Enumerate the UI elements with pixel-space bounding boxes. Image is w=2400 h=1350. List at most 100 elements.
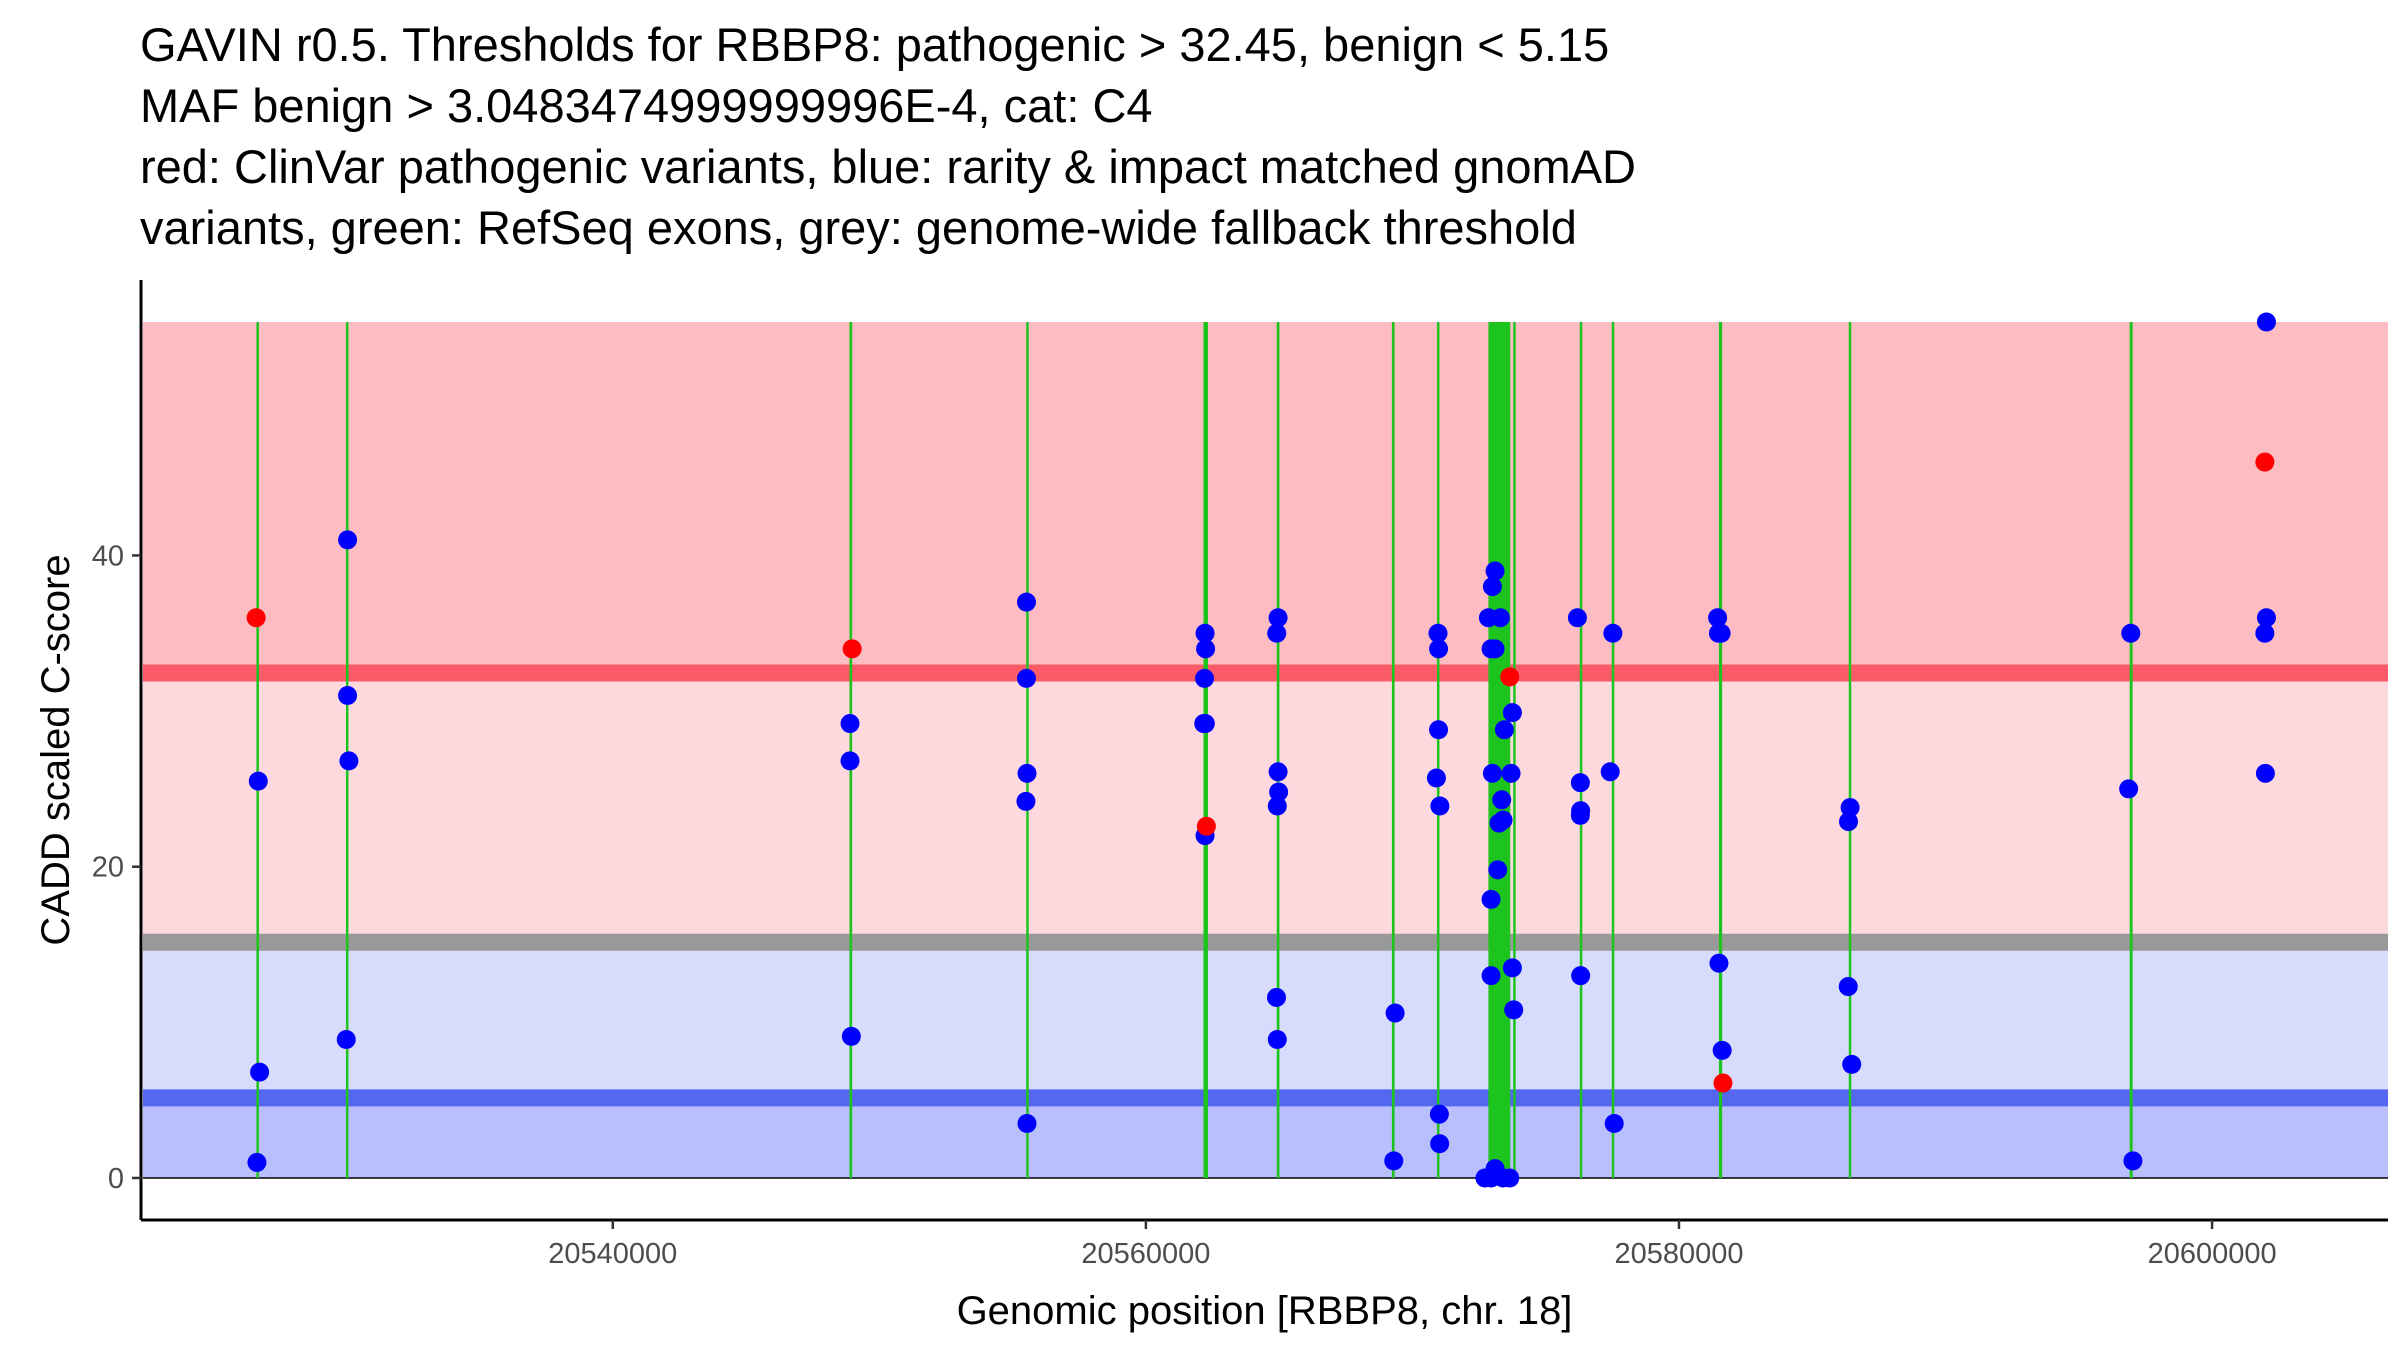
gnomad-point	[1502, 703, 1522, 723]
gnomad-point	[1494, 720, 1514, 740]
gnomad-point	[1502, 958, 1522, 978]
gnomad-point	[1485, 639, 1505, 659]
gnomad-point	[1488, 860, 1508, 880]
intermediate-band	[143, 672, 2388, 943]
title-line: MAF benign > 3.0483474999999996E-4, cat:…	[140, 79, 1153, 132]
exon-span	[849, 322, 853, 1178]
gnomad-point	[1017, 763, 1037, 783]
chart-title: GAVIN r0.5. Thresholds for RBBP8: pathog…	[140, 14, 2380, 258]
gnomad-point	[1711, 623, 1731, 643]
x-tick-label: 20540000	[548, 1238, 677, 1270]
gnomad-point	[1504, 1000, 1524, 1020]
exon-span	[256, 322, 259, 1178]
y-tick-label: 0	[108, 1163, 124, 1195]
gnomad-point	[1485, 561, 1505, 581]
exon-span	[2129, 322, 2133, 1178]
gnomad-point	[1384, 1151, 1404, 1171]
gnomad-point	[1268, 608, 1288, 628]
exon-span	[1436, 322, 1440, 1178]
gnomad-point	[1603, 623, 1623, 643]
axes: 0 20 40 20540000 20560000 20580000 20600000	[92, 280, 2388, 1270]
exon-span	[1203, 322, 1208, 1178]
gnomad-point	[336, 1029, 356, 1049]
clinvar-point	[1713, 1073, 1733, 1093]
exon-span	[1513, 322, 1516, 1178]
pathogenic-band	[143, 322, 2388, 673]
gnomad-point	[339, 751, 359, 771]
gnomad-point	[1482, 577, 1502, 597]
gnomad-point	[1269, 782, 1289, 802]
gnomad-point	[1385, 1003, 1405, 1023]
exon-span	[1391, 322, 1395, 1178]
gnomad-point	[1430, 796, 1450, 816]
gnomad-point	[1482, 763, 1502, 783]
exon-span	[1579, 322, 1583, 1178]
exon-span	[1611, 322, 1615, 1178]
gnomad-point	[338, 686, 358, 706]
y-tick-label: 20	[92, 852, 124, 884]
x-tick-label: 20580000	[1614, 1238, 1743, 1270]
gnomad-point	[250, 1062, 270, 1082]
gnomad-point	[1016, 592, 1036, 612]
gnomad-point	[840, 751, 860, 771]
gnomad-point	[2123, 1151, 2143, 1171]
x-tick-label: 20560000	[1081, 1238, 1210, 1270]
gnomad-point	[1838, 977, 1858, 997]
title-line: variants, green: RefSeq exons, grey: gen…	[140, 201, 1577, 254]
gnomad-point	[1430, 1134, 1450, 1154]
gnomad-point	[247, 1152, 267, 1172]
gnomad-point	[1570, 805, 1590, 825]
gnomad-point	[1267, 796, 1287, 816]
gnomad-point	[1604, 1114, 1624, 1134]
gnomad-point	[841, 1026, 861, 1046]
gnomad-point	[1267, 623, 1287, 643]
gnomad-point	[840, 714, 860, 734]
gnomad-point	[1429, 1104, 1449, 1124]
clinvar-point	[246, 608, 266, 628]
data-points	[246, 312, 2276, 1188]
gnomad-point	[1195, 623, 1215, 643]
gnomad-point	[1194, 714, 1214, 734]
y-tick-label: 40	[92, 540, 124, 572]
exon-span	[1718, 322, 1723, 1178]
gnomad-point	[1429, 720, 1449, 740]
gnomad-point	[1481, 889, 1501, 909]
clinvar-point	[1196, 816, 1216, 836]
gnomad-point	[1709, 953, 1729, 973]
title-line: GAVIN r0.5. Thresholds for RBBP8: pathog…	[140, 18, 1610, 71]
threshold-bands	[143, 322, 2388, 1179]
gnomad-point	[1571, 966, 1591, 986]
gnomad-point	[1268, 762, 1288, 782]
benign-band	[143, 1097, 2388, 1178]
title-line: red: ClinVar pathogenic variants, blue: …	[140, 140, 1636, 193]
x-tick-label: 20600000	[2148, 1238, 2277, 1270]
gnomad-point	[1428, 623, 1448, 643]
gnomad-point	[1266, 987, 1286, 1007]
exon-span	[1026, 322, 1029, 1178]
gnomad-point	[1195, 668, 1215, 688]
gnomad-point	[1501, 763, 1521, 783]
gnomad-point	[1492, 790, 1512, 810]
clinvar-point	[2255, 452, 2275, 472]
gnomad-point	[1500, 1168, 1520, 1188]
clinvar-point	[1500, 667, 1520, 687]
exon-span	[345, 322, 349, 1178]
gnomad-point	[1839, 812, 1859, 832]
gnomad-point	[1600, 762, 1620, 782]
gnomad-point	[1481, 966, 1501, 986]
gnomad-point	[1840, 798, 1860, 818]
exon-span	[1488, 322, 1511, 1178]
exon-span	[1276, 322, 1280, 1178]
clinvar-point	[842, 639, 862, 659]
gnomad-point	[1196, 639, 1216, 659]
gnomad-point	[1016, 791, 1036, 811]
gnomad-point	[1016, 668, 1036, 688]
gnomad-point	[1426, 768, 1446, 788]
exon-span	[1848, 322, 1852, 1178]
gnomad-point	[2255, 623, 2275, 643]
fallback-benign-band	[143, 942, 2388, 1098]
gnomad-point	[2121, 623, 2141, 643]
gnomad-point	[1267, 1029, 1287, 1049]
gnomad-point	[1708, 608, 1728, 628]
gnomad-point	[2256, 312, 2276, 332]
